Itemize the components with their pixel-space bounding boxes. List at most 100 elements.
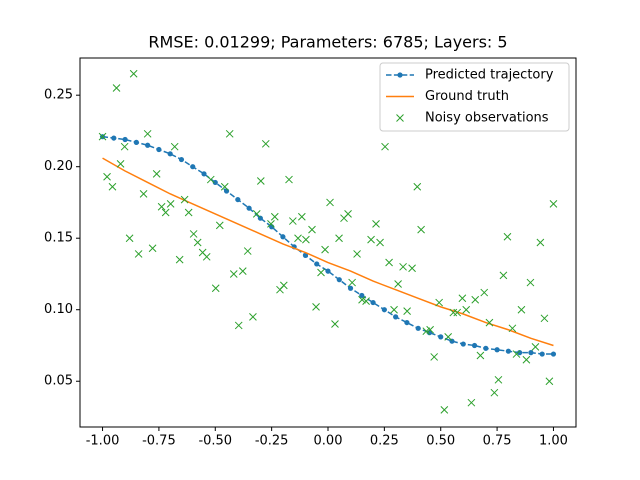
x-tick-label: 0.50 [426,434,455,449]
x-marker [467,398,476,407]
x-marker [252,210,261,218]
x-marker [408,264,416,273]
point [471,342,478,349]
x-marker [116,159,125,168]
point [111,135,117,141]
x-marker [353,250,361,258]
point [550,351,557,357]
x-marker [215,221,224,230]
y-tick-label: 0.05 [44,374,73,389]
x-marker [526,278,535,287]
x-marker [166,200,175,208]
x-marker [440,405,449,414]
x-marker [485,318,494,327]
x-marker [430,353,439,361]
x-marker [517,305,526,314]
series-line [102,157,554,347]
x-marker [480,288,489,297]
x-marker [108,182,117,191]
x-marker [270,212,279,221]
x-marker [229,270,238,278]
x-tick-label: -0.75 [142,434,176,449]
point [517,350,523,356]
x-marker [399,262,407,271]
legend-box [379,62,570,132]
x-marker [297,212,306,221]
x-marker [490,388,499,397]
x-marker [308,225,316,234]
y-tick-label: 0.20 [44,159,73,174]
x-marker [98,132,107,141]
x-marker [261,139,270,148]
x-marker [129,69,138,78]
point [280,234,286,240]
x-marker [134,250,143,258]
x-marker [413,182,422,191]
point [145,142,151,148]
point [347,285,354,291]
x-marker [234,321,243,330]
legend-marker [397,72,403,78]
point [404,319,410,326]
x-marker [522,355,531,364]
x-marker [225,129,234,138]
point [178,156,185,163]
x-marker [256,177,265,185]
x-marker [161,208,170,217]
point [122,136,128,143]
x-marker [372,220,380,228]
point [201,171,207,177]
point [438,334,444,340]
point [381,307,387,313]
x-marker [184,208,193,217]
x-marker [125,234,134,243]
point [235,196,241,203]
point [370,299,376,306]
x-marker [376,238,384,247]
x-marker [449,308,458,317]
x-tick-label: 0.00 [314,434,343,449]
x-marker [206,175,215,184]
x-marker [499,271,508,280]
point [190,164,196,170]
y-tick-label: 0.15 [44,231,73,246]
x-marker [267,220,275,228]
x-marker [531,343,540,351]
x-tick-label: -0.25 [255,434,289,449]
y-tick-label: 0.10 [44,302,73,317]
point [415,325,421,331]
axes-frame [79,57,577,428]
x-marker [545,377,554,386]
x-marker [453,308,462,317]
x-marker [243,247,252,255]
point [246,205,252,211]
x-marker [279,281,288,290]
x-marker [458,294,467,303]
point [156,146,162,153]
x-marker [403,307,411,316]
legend-label: Ground truth [425,89,509,104]
x-tick-label: 1.00 [539,434,568,449]
x-marker [139,190,148,198]
x-marker [385,258,393,267]
x-marker [112,84,121,92]
x-marker [302,235,310,244]
point [460,341,466,347]
point [302,252,309,258]
point [359,292,365,299]
x-marker [476,351,485,360]
x-marker [180,195,189,204]
x-marker [249,313,257,321]
series-line [102,135,554,355]
point [133,139,139,145]
y-tick-label: 0.25 [44,88,73,103]
x-marker [103,172,111,181]
x-marker [462,305,471,314]
x-marker [367,235,375,244]
point [212,179,218,186]
x-marker [238,267,247,275]
x-marker [312,303,320,311]
x-marker [211,284,220,293]
x-marker [288,217,297,225]
x-marker [362,297,370,305]
